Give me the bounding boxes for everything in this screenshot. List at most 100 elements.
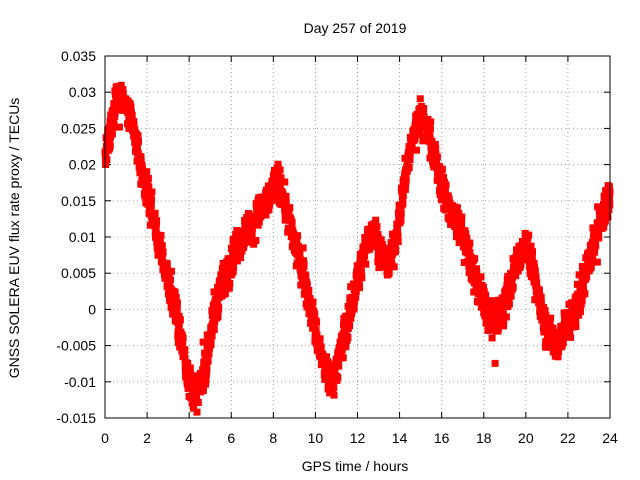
data-point bbox=[466, 239, 474, 247]
x-tick-label: 22 bbox=[560, 430, 576, 446]
x-tick-label: 6 bbox=[227, 430, 235, 446]
data-point bbox=[399, 192, 407, 199]
data-point bbox=[537, 299, 545, 307]
data-point bbox=[408, 141, 416, 149]
data-point bbox=[445, 195, 453, 203]
data-point bbox=[145, 183, 153, 191]
data-point bbox=[190, 402, 198, 410]
data-point bbox=[473, 268, 481, 276]
data-point bbox=[189, 387, 197, 395]
data-point bbox=[151, 209, 159, 217]
data-point bbox=[330, 384, 338, 392]
data-point bbox=[313, 318, 321, 326]
data-point bbox=[111, 109, 119, 117]
data-point bbox=[221, 290, 229, 298]
data-point bbox=[265, 205, 273, 213]
data-point bbox=[433, 153, 441, 161]
data-point bbox=[541, 306, 549, 314]
data-point bbox=[592, 242, 600, 250]
x-tick-label: 10 bbox=[308, 430, 324, 446]
data-point bbox=[172, 293, 180, 301]
y-tick-label: 0.005 bbox=[61, 265, 96, 281]
data-point bbox=[334, 373, 342, 381]
data-point bbox=[199, 338, 207, 346]
y-axis-ticks: -0.015 -0.01 -0.005 0 0.005 0.01 0.015 0.02 0.02… bbox=[56, 48, 610, 426]
data-point bbox=[335, 362, 343, 370]
data-point bbox=[106, 142, 114, 150]
data-point bbox=[427, 118, 435, 126]
data-point bbox=[583, 273, 591, 281]
y-tick-label: 0.015 bbox=[61, 193, 96, 209]
data-point bbox=[420, 105, 428, 112]
data-points bbox=[101, 81, 614, 416]
data-point bbox=[362, 260, 370, 268]
data-point bbox=[262, 211, 270, 219]
data-point bbox=[174, 339, 182, 346]
data-point bbox=[413, 146, 420, 154]
data-point bbox=[281, 178, 289, 186]
data-point bbox=[486, 304, 494, 312]
data-point bbox=[406, 150, 414, 158]
data-point bbox=[542, 311, 550, 319]
data-point bbox=[311, 310, 319, 318]
data-point bbox=[168, 267, 175, 275]
data-point bbox=[572, 315, 580, 323]
data-point bbox=[110, 121, 118, 129]
data-point bbox=[406, 156, 414, 164]
data-point bbox=[458, 213, 466, 221]
data-point bbox=[148, 196, 155, 204]
data-point bbox=[579, 281, 587, 289]
data-point bbox=[299, 244, 307, 252]
data-point bbox=[229, 268, 237, 275]
data-point bbox=[157, 231, 165, 239]
data-point bbox=[454, 224, 462, 232]
data-point bbox=[179, 340, 187, 348]
data-point bbox=[419, 137, 427, 145]
data-point bbox=[440, 191, 448, 199]
data-point bbox=[230, 255, 238, 263]
data-point bbox=[276, 166, 284, 174]
data-point bbox=[267, 190, 275, 198]
data-point bbox=[253, 202, 261, 209]
data-point bbox=[148, 188, 156, 196]
data-point bbox=[473, 265, 480, 273]
data-point bbox=[460, 259, 468, 266]
data-point bbox=[463, 235, 471, 242]
data-point bbox=[288, 218, 296, 226]
data-point bbox=[356, 284, 363, 292]
data-point bbox=[173, 299, 181, 307]
data-point bbox=[193, 393, 201, 401]
data-point bbox=[144, 175, 152, 182]
y-axis-title: GNSS SOLERA EUV flux rate proxy / TECUs bbox=[6, 98, 22, 379]
x-tick-label: 20 bbox=[518, 430, 534, 446]
data-point bbox=[347, 314, 355, 322]
data-point bbox=[313, 331, 321, 339]
data-point bbox=[350, 298, 358, 306]
data-point bbox=[286, 204, 294, 212]
y-tick-label: 0.02 bbox=[69, 157, 96, 173]
data-point bbox=[165, 280, 173, 288]
x-axis-title: GPS time / hours bbox=[302, 458, 409, 474]
data-point bbox=[330, 391, 338, 399]
data-point bbox=[498, 314, 506, 321]
data-point bbox=[426, 125, 434, 133]
data-point bbox=[171, 288, 179, 296]
data-point bbox=[605, 206, 613, 214]
data-point bbox=[477, 273, 485, 281]
data-point bbox=[536, 286, 543, 294]
data-point bbox=[119, 86, 127, 93]
data-point bbox=[471, 255, 479, 263]
data-point bbox=[219, 281, 227, 289]
data-point bbox=[342, 343, 350, 351]
data-point bbox=[303, 281, 311, 289]
data-point bbox=[232, 230, 240, 238]
data-point bbox=[587, 263, 595, 271]
data-point bbox=[591, 248, 599, 256]
data-point bbox=[527, 243, 535, 250]
data-point bbox=[339, 354, 347, 362]
y-tick-label: -0.01 bbox=[64, 374, 96, 390]
data-point bbox=[604, 213, 612, 221]
data-point bbox=[402, 176, 410, 184]
data-point bbox=[372, 216, 380, 224]
data-point bbox=[246, 238, 254, 246]
